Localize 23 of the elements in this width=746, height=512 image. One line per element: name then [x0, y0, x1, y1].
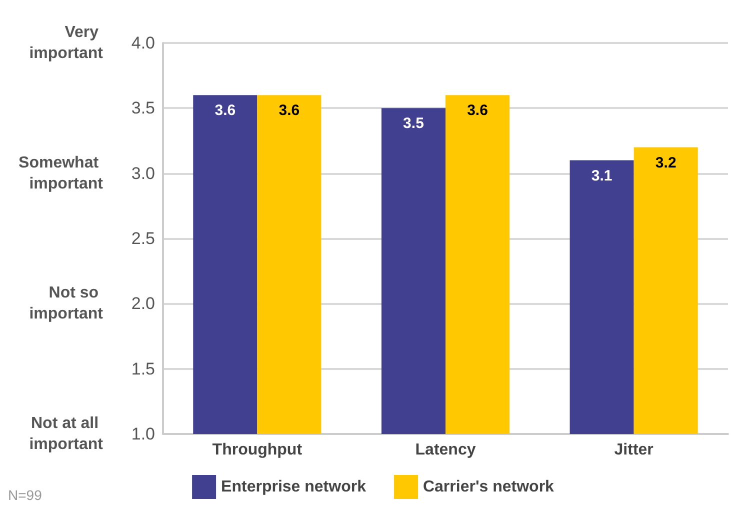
- legend-label: Carrier's network: [422, 478, 554, 496]
- y-tick-label: 3.0: [131, 164, 155, 183]
- data-label: 3.1: [591, 167, 612, 184]
- y-tick-label: 4.0: [131, 34, 155, 52]
- data-label: 3.2: [655, 154, 676, 172]
- text: Not so important: [29, 284, 104, 323]
- text: N=99: [8, 487, 42, 503]
- data-label: 3.6: [278, 102, 300, 120]
- x-tick-label: Throughput: [212, 442, 303, 458]
- text: Very important: [29, 24, 104, 62]
- text: Not at all important: [29, 415, 104, 453]
- y-tick-label: 2.5: [131, 229, 155, 248]
- data-label: 3.6: [467, 102, 488, 120]
- x-tick-label: Jitter: [614, 442, 654, 458]
- y-tick-label: 3.5: [131, 98, 155, 118]
- x-tick-label: Latency: [415, 442, 476, 458]
- legend-label: Enterprise network: [221, 478, 366, 496]
- y-tick-label: 2.0: [131, 294, 155, 314]
- y-tick-label: 1.0: [131, 424, 155, 444]
- data-label: 3.6: [214, 102, 236, 120]
- y-tick-label: 1.5: [131, 359, 155, 378]
- data-label: 3.5: [403, 115, 424, 132]
- text: Somewhat important: [18, 154, 104, 192]
